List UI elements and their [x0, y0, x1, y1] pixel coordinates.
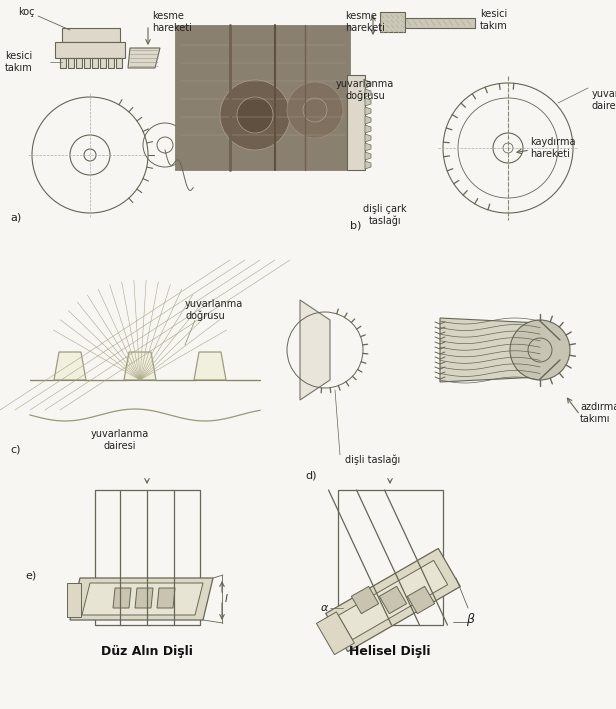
Polygon shape [380, 12, 405, 32]
Text: e): e) [25, 570, 36, 580]
Polygon shape [405, 18, 475, 28]
Polygon shape [68, 58, 74, 68]
Polygon shape [100, 58, 106, 68]
Polygon shape [124, 352, 156, 380]
Polygon shape [365, 134, 371, 142]
Polygon shape [116, 58, 122, 68]
Text: Düz Alın Dişli: Düz Alın Dişli [101, 645, 193, 658]
Polygon shape [351, 586, 379, 614]
Polygon shape [379, 586, 407, 614]
Text: α: α [320, 603, 328, 613]
Polygon shape [157, 588, 175, 608]
Text: azdırma
takımı: azdırma takımı [580, 402, 616, 424]
Bar [338, 490, 443, 625]
Text: dişli taslağı: dişli taslağı [345, 454, 400, 465]
Bar [67, 583, 81, 617]
Polygon shape [407, 586, 435, 614]
Bar [347, 75, 365, 170]
Polygon shape [92, 58, 98, 68]
Text: b): b) [350, 220, 362, 230]
Bar [95, 490, 200, 625]
Text: kesme
hareketi: kesme hareketi [152, 11, 192, 33]
Text: β: β [466, 613, 474, 627]
Text: a): a) [10, 213, 21, 223]
Polygon shape [128, 48, 160, 68]
Polygon shape [440, 318, 540, 382]
Text: d): d) [305, 470, 317, 480]
Polygon shape [194, 352, 226, 380]
Text: dişli çark
taslağı: dişli çark taslağı [363, 204, 407, 226]
Polygon shape [365, 89, 371, 97]
Circle shape [287, 82, 343, 138]
Polygon shape [55, 42, 125, 58]
Polygon shape [317, 612, 354, 654]
Polygon shape [365, 125, 371, 133]
Circle shape [510, 320, 570, 380]
Polygon shape [365, 161, 371, 169]
Text: yuvarlanma
dairesi: yuvarlanma dairesi [91, 429, 149, 451]
Polygon shape [365, 116, 371, 124]
Polygon shape [365, 143, 371, 151]
Polygon shape [82, 583, 203, 615]
Polygon shape [76, 58, 82, 68]
Polygon shape [365, 152, 371, 160]
Text: koç: koç [18, 7, 34, 17]
Polygon shape [113, 588, 131, 608]
Circle shape [237, 97, 273, 133]
Text: Helisel Dişli: Helisel Dişli [349, 645, 431, 658]
Polygon shape [108, 58, 114, 68]
Polygon shape [365, 98, 371, 106]
Polygon shape [70, 578, 213, 620]
Polygon shape [62, 28, 120, 42]
Polygon shape [54, 352, 86, 380]
Polygon shape [338, 560, 448, 640]
Circle shape [220, 80, 290, 150]
Text: kesme
hareketi: kesme hareketi [345, 11, 385, 33]
Polygon shape [326, 549, 460, 652]
Polygon shape [175, 25, 350, 170]
Text: l: l [225, 594, 228, 604]
Text: yuvarlanma
doğrusu: yuvarlanma doğrusu [336, 79, 394, 101]
Polygon shape [365, 80, 371, 88]
Polygon shape [365, 107, 371, 115]
Text: kaydırma
hareketi: kaydırma hareketi [530, 138, 575, 159]
Text: yuvarlanma
dairesi: yuvarlanma dairesi [592, 89, 616, 111]
Polygon shape [84, 58, 90, 68]
Text: yuvarlanma
doğrusu: yuvarlanma doğrusu [185, 299, 243, 321]
Polygon shape [60, 58, 66, 68]
Text: kesici
takım: kesici takım [5, 51, 33, 73]
Text: c): c) [10, 445, 20, 455]
Polygon shape [300, 300, 330, 400]
Polygon shape [135, 588, 153, 608]
Text: kesici
takım: kesici takım [480, 9, 508, 30]
